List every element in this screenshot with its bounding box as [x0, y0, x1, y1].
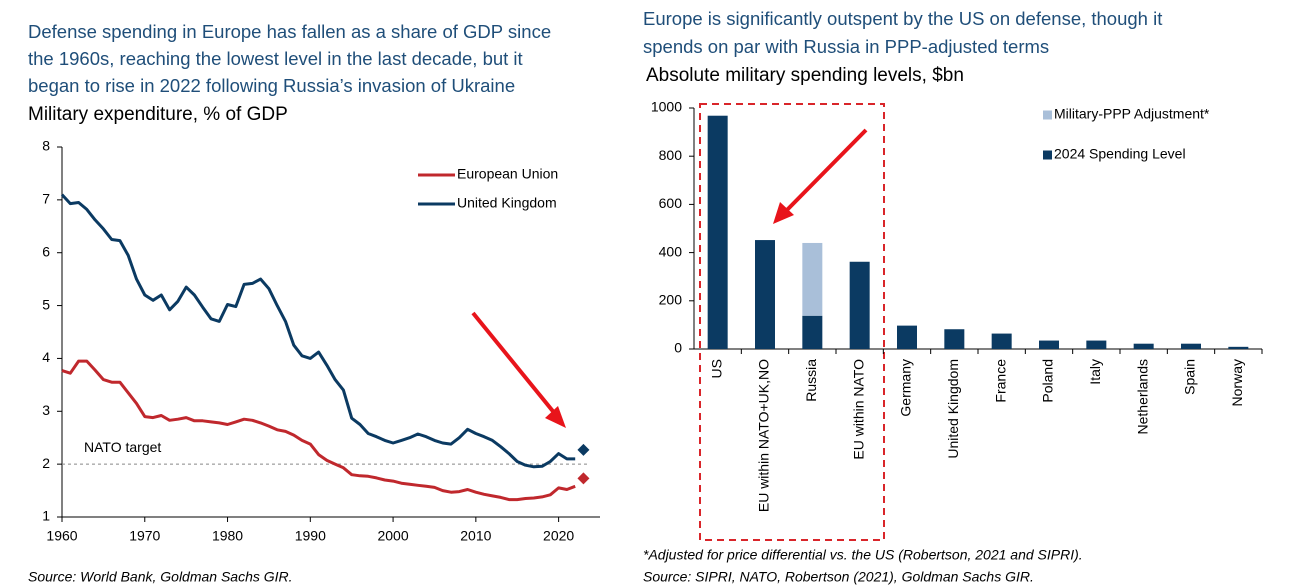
bar	[849, 261, 870, 349]
y-tick-label: 3	[42, 402, 50, 418]
arrow	[471, 311, 566, 428]
y-tick-label: 400	[659, 243, 683, 259]
x-tick-label: EU within NATO	[850, 359, 866, 460]
reference-label: NATO target	[84, 439, 161, 455]
legend-label: United Kingdom	[457, 195, 557, 211]
bar	[1086, 340, 1107, 349]
point-marker	[577, 443, 590, 456]
series-line	[60, 193, 576, 469]
chart-title: Europe is significantly outspent by the …	[643, 8, 1162, 29]
chart-subtitle: Absolute military spending levels, $bn	[646, 65, 964, 86]
x-tick-label: France	[992, 359, 1008, 403]
x-tick-label: 1960	[46, 528, 77, 544]
chart-title: Defense spending in Europe has fallen as…	[28, 21, 551, 42]
bar	[1181, 343, 1201, 349]
footnote: *Adjusted for price differential vs. the…	[643, 547, 1083, 563]
y-tick-label: 200	[659, 292, 683, 308]
x-tick-label: United Kingdom	[945, 359, 961, 459]
y-tick-label: 8	[42, 138, 50, 154]
bar	[802, 242, 823, 316]
x-tick-label: Russia	[803, 359, 819, 402]
arrow	[773, 128, 868, 224]
x-tick-label: Norway	[1229, 359, 1245, 406]
y-tick-label: 600	[659, 195, 683, 211]
bar	[897, 325, 917, 349]
legend-label: European Union	[457, 166, 558, 182]
x-tick-label: US	[708, 359, 724, 378]
bar	[755, 240, 775, 349]
x-tick-label: Spain	[1182, 359, 1198, 395]
point-marker	[577, 472, 590, 485]
bar	[1228, 346, 1249, 349]
bar	[1039, 340, 1059, 349]
y-tick-label: 1	[42, 508, 50, 524]
bar	[1133, 343, 1154, 349]
chart-subtitle: Military expenditure, % of GDP	[28, 104, 288, 125]
x-tick-label: 1980	[212, 528, 243, 544]
series-line	[61, 359, 576, 502]
bar	[944, 329, 965, 349]
chart-title: spends on par with Russia in PPP-adjuste…	[643, 36, 1049, 57]
x-tick-label: Germany	[898, 359, 914, 417]
x-tick-label: 2010	[460, 528, 491, 544]
x-tick-label: 2020	[543, 528, 574, 544]
chart-title: began to rise in 2022 following Russia’s…	[28, 75, 515, 96]
x-tick-label: 2000	[377, 528, 408, 544]
x-tick-label: 1970	[129, 528, 160, 544]
x-tick-label: Netherlands	[1134, 359, 1150, 435]
source: Source: World Bank, Goldman Sachs GIR.	[28, 569, 293, 585]
y-tick-label: 0	[674, 340, 682, 356]
bar	[802, 315, 823, 349]
y-tick-label: 6	[42, 243, 50, 259]
chart-title: the 1960s, reaching the lowest level in …	[28, 48, 523, 69]
y-tick-label: 1000	[651, 99, 682, 115]
y-tick-label: 4	[42, 349, 50, 365]
source: Source: SIPRI, NATO, Robertson (2021), G…	[643, 569, 1034, 585]
legend-swatch	[1043, 110, 1052, 120]
legend-label: 2024 Spending Level	[1054, 146, 1186, 162]
x-tick-label: 1990	[295, 528, 326, 544]
x-tick-label: Poland	[1040, 359, 1056, 403]
x-tick-label: Italy	[1087, 359, 1103, 385]
x-tick-label: EU within NATO+UK,NO	[756, 359, 772, 512]
bar	[707, 115, 728, 349]
legend-swatch	[1043, 150, 1052, 160]
y-tick-label: 800	[659, 147, 683, 163]
bar	[991, 333, 1012, 349]
legend-label: Military-PPP Adjustment*	[1054, 106, 1210, 122]
y-tick-label: 7	[42, 191, 50, 207]
highlight-box	[699, 103, 885, 541]
y-tick-label: 5	[42, 296, 50, 312]
y-tick-label: 2	[42, 455, 50, 471]
